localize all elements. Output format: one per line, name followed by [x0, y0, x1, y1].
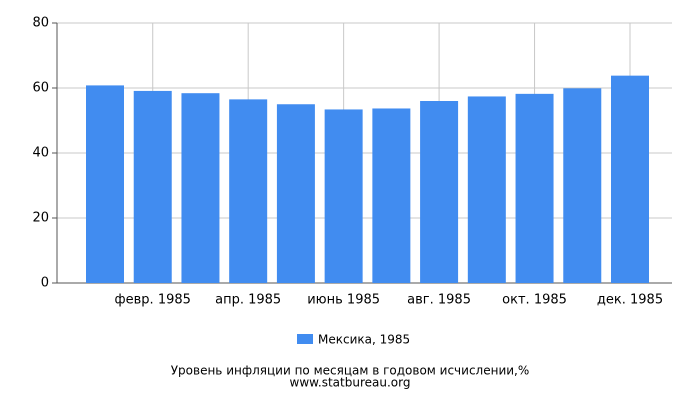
- bar: [229, 99, 268, 283]
- bar: [563, 88, 602, 283]
- legend-swatch: [297, 334, 313, 344]
- bar: [133, 90, 172, 283]
- bar: [181, 93, 220, 283]
- bar: [324, 109, 363, 283]
- y-tick-label: 0: [41, 276, 49, 291]
- bar: [420, 101, 459, 283]
- bar: [86, 85, 124, 284]
- x-tick-label: дек. 1985: [597, 293, 663, 308]
- bar: [611, 75, 649, 284]
- chart-title: Уровень инфляции по месяцам в годовом ис…: [171, 364, 530, 378]
- bar: [372, 108, 411, 283]
- x-tick-label: апр. 1985: [215, 293, 281, 308]
- y-tick-label: 60: [32, 81, 49, 96]
- y-tick-label: 40: [32, 146, 49, 161]
- y-tick-label: 20: [32, 211, 49, 226]
- x-tick-label: февр. 1985: [115, 293, 191, 308]
- bar: [467, 96, 506, 283]
- legend-label: Мексика, 1985: [318, 333, 410, 347]
- x-tick-label: июнь 1985: [307, 293, 380, 308]
- bar: [276, 104, 315, 283]
- bar: [515, 93, 554, 283]
- x-tick-label: окт. 1985: [502, 293, 567, 308]
- y-tick-label: 80: [32, 16, 49, 31]
- source: www.statbureau.org: [290, 376, 411, 390]
- x-tick-label: авг. 1985: [407, 293, 471, 308]
